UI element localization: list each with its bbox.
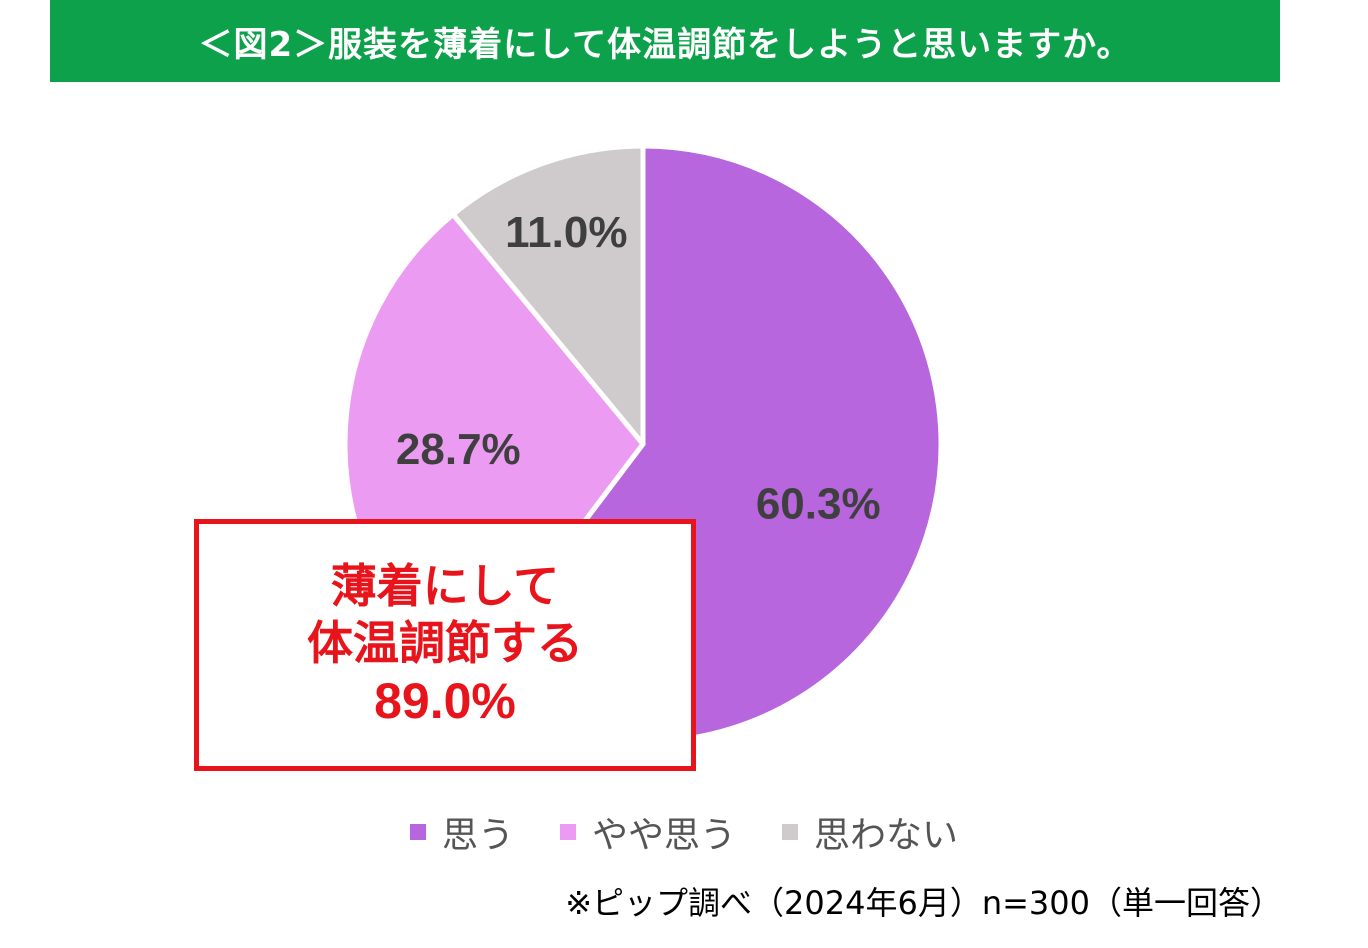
footnote: ※ピップ調べ（2024年6月）n=300（単一回答） [565,884,1282,922]
legend-label-omou: 思う [441,815,514,856]
legend-swatch-omowanai [782,824,798,840]
slice-label-omowanai: 11.0% [505,208,627,257]
legend-label-yaya-omou: やや思う [591,815,736,856]
legend-item-yaya-omou: やや思う [559,806,736,858]
callout-value: 89.0% [374,672,516,729]
slice-label-yaya-omou: 28.7% [396,425,521,474]
legend-item-omou: 思う [409,806,514,858]
legend-item-omowanai: 思わない [782,806,958,858]
pie-slice-omowanai [450,143,646,447]
summary-callout: 薄着にして 体温調節する 89.0% [194,519,696,771]
legend-swatch-yaya-omou [559,824,576,840]
legend-swatch-omou [409,824,426,840]
callout-line-1: 薄着にして [330,559,560,614]
legend: 思う やや思う 思わない [0,806,1368,858]
callout-line-2: 体温調節する [307,615,583,670]
chart-title: ＜図2＞服装を薄着にして体温調節をしようと思いますか。 [50,0,1280,82]
slice-label-omou: 60.3% [756,480,881,529]
legend-label-omowanai: 思わない [814,815,959,856]
